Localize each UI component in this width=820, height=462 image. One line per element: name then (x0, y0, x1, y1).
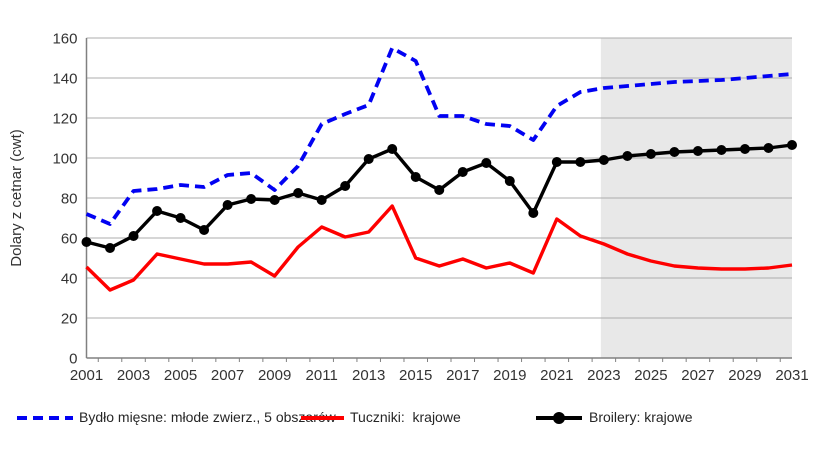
data-point-marker (175, 213, 186, 223)
data-point-marker (434, 185, 445, 195)
data-point-marker (152, 206, 163, 216)
marker-dot-glyph (553, 412, 565, 424)
x-tick-label: 2021 (540, 367, 573, 384)
data-point-marker (293, 188, 304, 198)
y-tick-label: 40 (61, 271, 78, 288)
data-point-marker (528, 208, 539, 218)
y-tick-label: 140 (52, 71, 77, 88)
data-point-marker (598, 155, 609, 165)
data-point-marker (692, 146, 703, 156)
y-tick-label: 20 (61, 311, 78, 328)
legend-label-broilers: Broilery: krajowe (589, 409, 693, 425)
broilers-marker-line-swatch (536, 412, 582, 424)
data-point-marker (575, 157, 586, 167)
x-tick-label: 2019 (493, 367, 526, 384)
x-tick-label: 2023 (587, 367, 620, 384)
data-point-marker (246, 194, 257, 204)
data-point-marker (363, 154, 374, 164)
x-tick-label: 2029 (728, 367, 761, 384)
data-point-marker (387, 144, 398, 154)
x-tick-label: 2031 (775, 367, 808, 384)
x-tick-label: 2011 (306, 367, 338, 384)
data-point-marker (222, 200, 233, 210)
x-tick-label: 2005 (164, 367, 197, 384)
legend-label-beef-cattle: Bydło mięsne: młode zwierz., 5 obszarów (79, 409, 336, 425)
data-point-marker (199, 225, 210, 235)
x-tick-label: 2009 (258, 367, 291, 384)
data-point-marker (105, 243, 116, 253)
legend-item-beef-cattle: Bydło mięsne: młode zwierz., 5 obszarów (15, 407, 336, 427)
data-point-marker (481, 158, 492, 168)
legend-item-broilers: Broilery: krajowe (535, 407, 692, 427)
x-tick-label: 2013 (352, 367, 385, 384)
data-point-marker (669, 147, 680, 157)
x-tick-label: 2015 (399, 367, 432, 384)
data-point-marker (316, 195, 327, 205)
data-point-marker (716, 145, 727, 155)
series-line-1 (85, 204, 793, 292)
hogs-solid-line-swatch (301, 416, 344, 420)
y-tick-label: 80 (61, 191, 78, 208)
y-tick-label: 100 (52, 151, 77, 168)
y-tick-label: 60 (61, 231, 78, 248)
legend-label-hogs: Tuczniki: krajowe (350, 409, 461, 425)
series-line-0 (85, 46, 793, 226)
x-tick-label: 2001 (70, 367, 103, 384)
beef-cattle-dashed-line-swatch (17, 416, 73, 420)
y-tick-label: 0 (69, 351, 77, 368)
data-point-marker (739, 144, 750, 154)
x-tick-label: 2025 (634, 367, 667, 384)
y-tick-label: 160 (52, 31, 77, 48)
data-point-marker (551, 157, 562, 167)
data-point-marker (340, 181, 351, 191)
x-tick-label: 2027 (681, 367, 714, 384)
data-point-marker (128, 231, 139, 241)
x-tick-label: 2017 (446, 367, 479, 384)
data-point-marker (410, 172, 421, 182)
x-tick-label: 2007 (211, 367, 244, 384)
y-tick-label: 120 (52, 111, 77, 128)
data-point-marker (457, 167, 468, 177)
data-point-marker (622, 151, 633, 161)
data-point-marker (81, 237, 92, 247)
data-point-marker (504, 176, 515, 186)
data-point-marker (787, 140, 797, 150)
data-point-marker (645, 149, 656, 159)
data-point-marker (269, 195, 280, 205)
x-tick-label: 2003 (117, 367, 150, 384)
price-chart-canvas: Dolary z cetnar (cwt) 2001 2003 2005 2007 20… (8, 31, 809, 385)
legend-item-hogs: Tuczniki: krajowe (300, 407, 461, 427)
data-point-marker (763, 143, 774, 153)
y-axis-title: Dolary z cetnar (cwt) (8, 129, 25, 267)
